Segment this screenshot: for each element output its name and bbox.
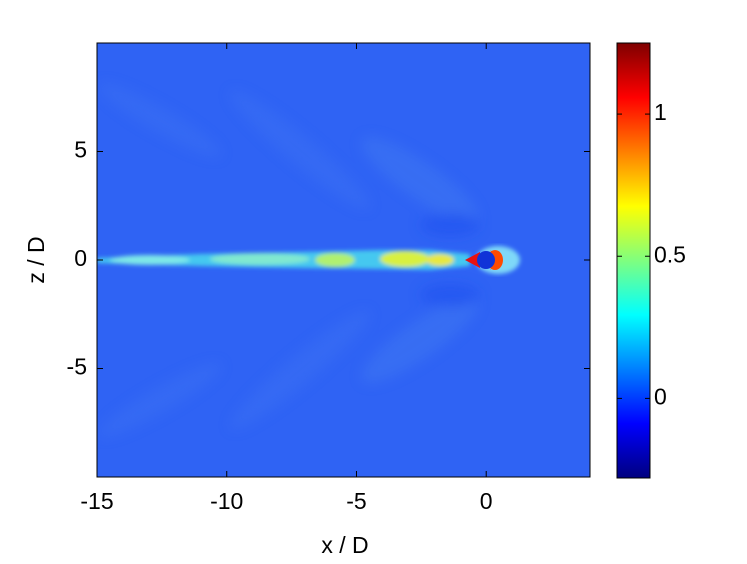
x-tick-label: 0 [480,488,493,514]
y-tick-label: 5 [74,137,87,163]
field [97,43,590,477]
x-tick-label: -5 [346,488,366,514]
x-axis-label: x / D [321,532,368,558]
y-tick-label: 0 [74,245,87,271]
y-axis-label: z / D [23,236,49,283]
x-tick-label: -15 [80,488,113,514]
colorbar-tick-label: 1 [654,99,667,125]
colorbar-tick-label: 0.5 [654,241,686,267]
colorbar-tick-label: 0 [654,383,667,409]
x-tick-label: -10 [210,488,243,514]
y-tick-label: -5 [67,354,87,380]
colorbar [616,42,651,479]
